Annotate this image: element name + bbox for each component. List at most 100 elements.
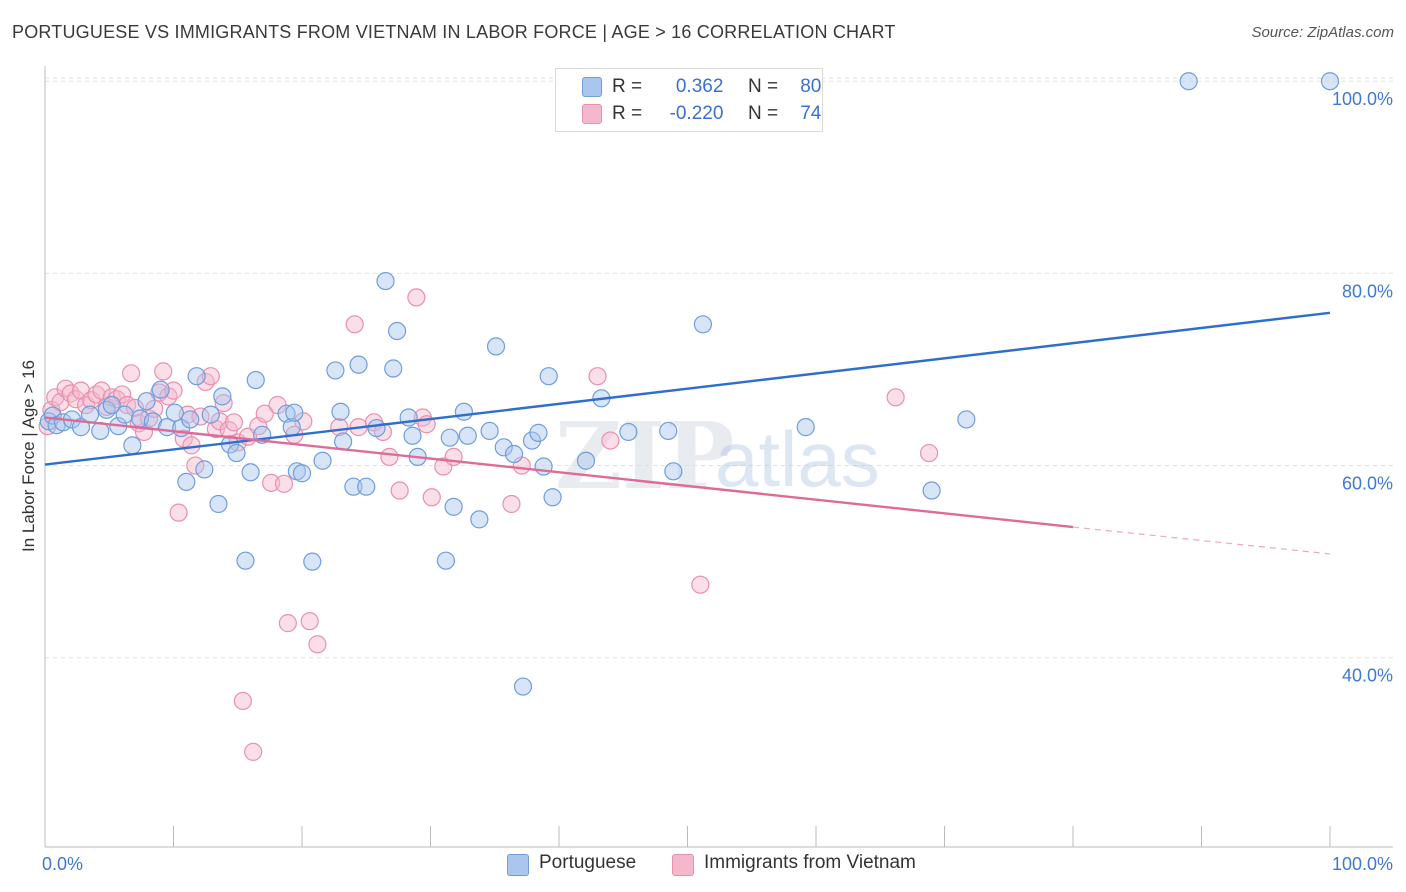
y-tick-label: 60.0% (1342, 474, 1393, 494)
data-point-portuguese (384, 359, 403, 378)
data-point-portuguese (376, 271, 395, 291)
data-point-portuguese (922, 481, 941, 500)
data-point-portuguese (331, 402, 350, 421)
data-point-vietnam (186, 456, 205, 475)
data-point-portuguese (664, 462, 683, 481)
legend-row-portuguese: R = 0.362 N = 80 (556, 73, 822, 101)
grid-lines (45, 77, 1393, 659)
legend-r-value: 0.362 (675, 76, 724, 97)
data-point-portuguese (444, 497, 463, 516)
data-point-portuguese (201, 405, 220, 424)
data-point-portuguese (1179, 72, 1198, 91)
data-point-portuguese (326, 361, 345, 380)
data-point-portuguese (303, 552, 322, 571)
series-portuguese-points (39, 72, 1340, 696)
trend-line-vietnam (44, 416, 1074, 529)
data-point-vietnam (224, 413, 243, 432)
data-point-vietnam (502, 494, 521, 514)
data-point-vietnam (278, 614, 297, 633)
data-point-vietnam (345, 315, 364, 334)
data-point-portuguese (165, 403, 184, 422)
y-tick-label: 40.0% (1342, 666, 1393, 686)
data-point-portuguese (494, 438, 513, 457)
series-vietnam-points (38, 288, 939, 761)
data-point-vietnam (255, 404, 274, 423)
data-point-vietnam (244, 742, 263, 761)
data-point-portuguese (513, 677, 533, 696)
data-point-vietnam (407, 288, 426, 307)
data-point-portuguese (123, 436, 142, 455)
data-point-portuguese (543, 488, 562, 507)
x-tick-label: 0.0% (42, 854, 83, 874)
data-point-vietnam (691, 575, 710, 594)
data-point-portuguese (181, 410, 200, 429)
legend-n-label: N = (747, 103, 779, 124)
data-point-portuguese (387, 321, 407, 341)
trend-lines (44, 311, 1331, 555)
tick-labels: 40.0% 60.0% 80.0% 100.0% 0.0% 100.0% (42, 89, 1393, 874)
data-point-portuguese (480, 421, 499, 441)
data-point-portuguese (227, 443, 246, 463)
data-point-vietnam (274, 474, 294, 493)
y-tick-label: 80.0% (1342, 281, 1393, 301)
data-point-portuguese (367, 418, 386, 438)
data-point-vietnam (308, 635, 327, 654)
y-tick-label: 100.0% (1332, 89, 1393, 109)
data-point-vietnam (201, 367, 220, 386)
data-point-portuguese (292, 464, 312, 483)
data-point-portuguese (209, 494, 228, 514)
data-point-portuguese (115, 405, 134, 424)
watermark-zip: ZIP (555, 402, 734, 510)
data-point-portuguese (693, 315, 713, 334)
legend-r-value: -0.220 (669, 103, 724, 124)
data-point-portuguese (957, 410, 976, 429)
data-point-portuguese (195, 460, 214, 479)
data-point-vietnam (196, 372, 215, 392)
data-point-vietnam (214, 393, 233, 413)
data-point-portuguese (470, 510, 489, 529)
data-point-portuguese (436, 551, 456, 570)
data-point-portuguese (539, 367, 558, 386)
data-point-portuguese (576, 451, 596, 470)
data-point-portuguese (137, 392, 156, 411)
data-point-portuguese (1320, 72, 1340, 91)
legend-r-label: R = (612, 76, 643, 97)
correlation-legend: R = 0.362 N = 80 R = -0.220 N = 74 (555, 68, 823, 132)
data-point-vietnam (300, 612, 319, 631)
data-point-portuguese (313, 451, 332, 470)
data-point-portuguese (659, 421, 678, 441)
data-point-vietnam (164, 381, 183, 400)
data-point-portuguese (151, 380, 170, 399)
bottom-legend-label: Portuguese (539, 852, 637, 873)
data-point-vietnam (262, 473, 281, 492)
data-point-portuguese (454, 402, 474, 421)
data-point-vietnam (121, 364, 141, 383)
axes (44, 66, 1393, 848)
bottom-legend-label: Immigrants from Vietnam (704, 852, 916, 873)
data-point-vietnam (588, 367, 607, 386)
data-point-portuguese (241, 463, 260, 482)
trend-line-vietnam-extension (1072, 526, 1331, 555)
data-point-vietnam (159, 387, 178, 406)
data-point-portuguese (277, 404, 296, 423)
source-credit: Source: ZipAtlas.com (1251, 24, 1394, 41)
data-point-vietnam (66, 390, 85, 409)
data-point-vietnam (233, 691, 252, 711)
data-point-vietnam (92, 381, 111, 400)
data-point-portuguese (619, 422, 638, 442)
data-point-vietnam (380, 447, 399, 467)
data-point-portuguese (285, 403, 304, 422)
legend-n-value: 74 (800, 103, 822, 124)
y-axis-label: In Labor Force | Age > 16 (19, 360, 38, 552)
data-point-portuguese (349, 355, 368, 374)
legend-swatch-blue (582, 77, 602, 97)
legend-n-label: N = (747, 76, 779, 97)
data-point-vietnam (422, 488, 441, 507)
bottom-swatch-pink (672, 854, 694, 876)
data-point-portuguese (177, 472, 196, 491)
data-point-portuguese (187, 367, 206, 386)
data-point-vietnam (886, 388, 905, 407)
data-point-vietnam (919, 443, 939, 463)
data-point-portuguese (486, 337, 506, 356)
